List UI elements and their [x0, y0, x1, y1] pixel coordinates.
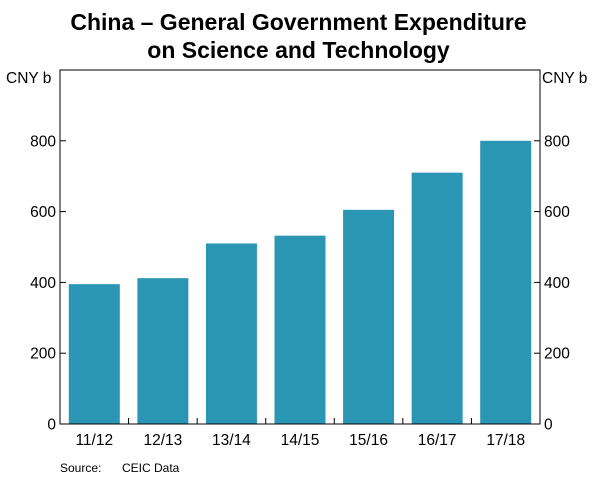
x-tick-label-3: 13/14: [212, 432, 251, 449]
y-tick-label-right: 600: [544, 204, 570, 221]
bar-1: [68, 284, 120, 424]
x-tick-label-5: 15/16: [349, 432, 388, 449]
y-tick-label-right: 800: [544, 133, 570, 150]
x-tick-label-7: 17/18: [486, 432, 525, 449]
bar-7: [480, 140, 532, 425]
bar-2: [137, 278, 189, 424]
y-axis-unit-right: CNY b: [542, 70, 588, 87]
bar-3: [205, 243, 257, 424]
y-tick-label-left: 200: [30, 346, 56, 363]
x-tick-label-6: 16/17: [418, 432, 457, 449]
bar-4: [274, 235, 326, 424]
x-tick-label-1: 11/12: [75, 432, 113, 449]
y-tick-label-right: 200: [544, 346, 570, 363]
plot-frame: [59, 69, 541, 425]
y-tick-label-right: 400: [544, 275, 570, 292]
y-tick-labels-left: 0 200 400 600 800: [30, 133, 56, 433]
y-tick-label-right: 0: [544, 417, 553, 434]
y-tick-labels-right: 0 200 400 600 800: [544, 133, 570, 433]
tick-marks: [60, 140, 540, 424]
bars-group: [68, 140, 532, 425]
y-tick-label-left: 400: [30, 275, 56, 292]
bar-6: [411, 172, 463, 424]
source-value: CEIC Data: [122, 461, 180, 475]
y-axis-unit-left: CNY b: [6, 70, 52, 87]
chart-title-line-2: on Science and Technology: [147, 37, 450, 63]
y-tick-label-left: 0: [47, 417, 56, 434]
chart-title-line-1: China – General Government Expenditure: [70, 9, 527, 35]
y-tick-label-left: 600: [30, 204, 56, 221]
y-tick-label-left: 800: [30, 133, 56, 150]
x-tick-label-2: 12/13: [143, 432, 182, 449]
x-tick-label-4: 14/15: [281, 432, 320, 449]
x-tick-labels: 11/12 12/13 13/14 14/15 15/16 16/17 17/18: [75, 432, 525, 449]
bar-5: [343, 209, 395, 424]
source-label: Source:: [60, 461, 102, 475]
